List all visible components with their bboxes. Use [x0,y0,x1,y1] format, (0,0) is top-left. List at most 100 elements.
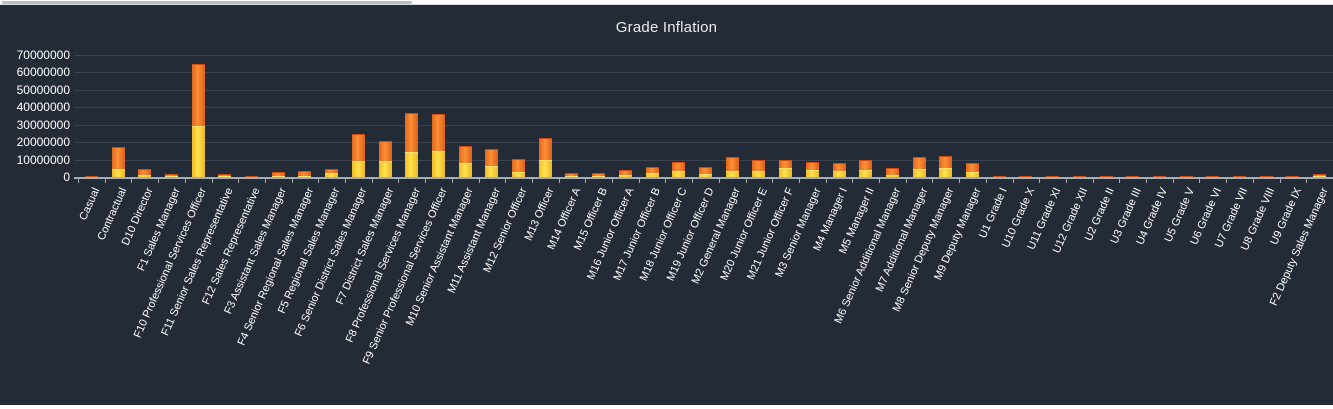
bar-m7-additional-manager[interactable] [912,157,926,177]
bar-segment-yellow[interactable] [271,176,285,177]
bar-m4-manager-i[interactable] [832,163,846,177]
bar-segment-orange[interactable] [885,168,899,175]
bar-f8-professional-services-manager[interactable] [405,113,419,177]
bar-segment-yellow[interactable] [592,176,606,177]
bar-segment-yellow[interactable] [645,173,659,177]
bar-u7-grade-vii[interactable] [1233,176,1247,177]
bar-u5-grade-v[interactable] [1179,176,1193,177]
bar-m19-junior-officer-d[interactable] [699,167,712,177]
bar-segment-yellow[interactable] [1313,176,1327,177]
bar-segment-orange[interactable] [966,163,980,172]
bar-f2-deputy-sales-manager[interactable] [1313,174,1327,177]
bar-segment-yellow[interactable] [885,175,899,177]
bar-m13-officer[interactable] [538,138,552,177]
bar-m8-senior-deputy-manager[interactable] [939,156,953,177]
bar-segment-orange[interactable] [1019,176,1033,177]
bar-segment-orange[interactable] [485,149,499,166]
bar-segment-orange[interactable] [111,147,125,169]
bar-segment-orange[interactable] [138,169,152,175]
bar-segment-orange[interactable] [298,171,312,176]
horizontal-scrollbar[interactable] [0,0,1333,5]
bar-segment-yellow[interactable] [618,175,632,177]
bar-segment-yellow[interactable] [218,176,232,177]
bar-f5-regional-sales-manager[interactable] [325,169,339,177]
bar-segment-orange[interactable] [538,138,552,160]
bar-u9-grade-ix[interactable] [1286,176,1300,177]
bar-m3-senior-manager[interactable] [805,162,819,177]
bar-segment-orange[interactable] [752,160,766,171]
bar-m14-officer-a[interactable] [565,173,579,177]
bar-segment-yellow[interactable] [431,151,445,177]
bar-f1-sales-manager[interactable] [164,174,178,177]
bar-segment-orange[interactable] [378,141,392,161]
bar-segment-yellow[interactable] [805,170,819,177]
bar-segment-orange[interactable] [832,163,846,171]
bar-segment-orange[interactable] [1126,176,1140,177]
bar-m20-junior-officer-e[interactable] [752,160,766,177]
bar-f3-assistant-sales-manager[interactable] [271,172,285,177]
bar-segment-orange[interactable] [1179,176,1193,177]
bar-segment-orange[interactable] [512,159,526,172]
bar-segment-orange[interactable] [218,174,232,176]
bar-segment-orange[interactable] [245,176,259,177]
bar-m10-senior-assistant-manager[interactable] [458,146,472,177]
bar-m16-junior-officer-a[interactable] [618,170,632,177]
bar-segment-yellow[interactable] [966,172,980,177]
bar-f4-senior-regional-sales-manager[interactable] [298,171,312,177]
bar-segment-yellow[interactable] [298,176,312,177]
bar-segment-orange[interactable] [1072,176,1086,177]
horizontal-scrollbar-thumb[interactable] [2,1,412,4]
bar-u1-grade-i[interactable] [992,176,1006,177]
bar-segment-orange[interactable] [1233,176,1247,177]
bar-segment-orange[interactable] [271,172,285,176]
bar-m12-senior-officer[interactable] [512,159,526,177]
bar-u10-grade-x[interactable] [1019,176,1033,177]
bar-segment-orange[interactable] [725,157,739,171]
bar-segment-orange[interactable] [164,174,178,176]
bar-casual[interactable] [84,176,98,177]
bar-segment-yellow[interactable] [378,161,392,177]
bar-m18-junior-officer-c[interactable] [672,162,686,177]
bar-segment-orange[interactable] [1286,176,1300,177]
bar-m17-junior-officer-b[interactable] [645,167,659,177]
bar-u3-grade-iii[interactable] [1126,176,1140,177]
bar-m6-senior-additional-manager[interactable] [885,168,899,177]
bar-segment-orange[interactable] [618,170,632,175]
bar-segment-yellow[interactable] [538,160,552,177]
bar-u8-grade-viii[interactable] [1259,176,1273,177]
bar-segment-orange[interactable] [325,169,339,173]
bar-f7-district-sales-manager[interactable] [378,141,392,177]
bar-segment-orange[interactable] [1099,176,1113,177]
bar-segment-orange[interactable] [805,162,819,170]
bar-f12-sales-representative[interactable] [245,176,259,177]
bar-m15-officer-b[interactable] [592,173,606,177]
bar-segment-orange[interactable] [699,167,712,174]
bar-segment-orange[interactable] [1152,176,1166,177]
bar-segment-yellow[interactable] [512,172,526,177]
bar-segment-orange[interactable] [431,114,445,151]
bar-segment-yellow[interactable] [699,174,712,177]
bar-m9-deputy-manager[interactable] [966,163,980,177]
bar-segment-orange[interactable] [859,160,873,170]
bar-f9-senior-professional-services-officer[interactable] [431,114,445,177]
bar-m5-manager-ii[interactable] [859,160,873,177]
bar-segment-yellow[interactable] [138,175,152,177]
bar-segment-yellow[interactable] [405,152,419,177]
bar-segment-yellow[interactable] [939,168,953,177]
bar-segment-yellow[interactable] [672,171,686,177]
bar-m2-general-manager[interactable] [725,157,739,177]
bar-segment-yellow[interactable] [325,173,339,177]
bar-segment-yellow[interactable] [351,161,365,177]
bar-contractual[interactable] [111,147,125,177]
bar-segment-orange[interactable] [912,157,926,169]
bar-segment-orange[interactable] [645,167,659,173]
bar-segment-yellow[interactable] [111,169,125,177]
bar-segment-orange[interactable] [191,64,205,126]
bar-f10-professional-services-officer[interactable] [191,64,205,177]
bar-segment-orange[interactable] [1046,176,1060,177]
bar-segment-yellow[interactable] [565,176,579,177]
bar-segment-yellow[interactable] [779,168,793,177]
bar-segment-yellow[interactable] [859,170,873,177]
bar-segment-orange[interactable] [1313,174,1327,176]
bar-segment-orange[interactable] [565,173,579,176]
